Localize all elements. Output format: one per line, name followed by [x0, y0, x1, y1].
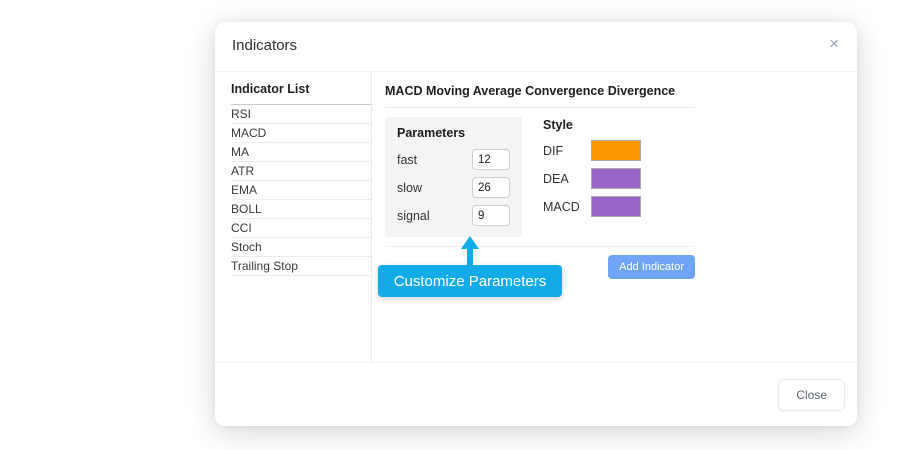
- modal-footer: Close: [215, 362, 857, 426]
- settings-row: Parameters fast slow signal: [385, 117, 857, 237]
- sidebar-item-ma[interactable]: MA: [231, 143, 371, 162]
- close-button[interactable]: Close: [778, 378, 845, 411]
- parameters-panel: Parameters fast slow signal: [385, 117, 522, 237]
- style-row-dif: DIF: [543, 140, 641, 161]
- callout-label: Customize Parameters: [378, 265, 562, 297]
- sidebar-item-ema[interactable]: EMA: [231, 181, 371, 200]
- slow-input[interactable]: [472, 177, 510, 198]
- sidebar-item-stoch[interactable]: Stoch: [231, 238, 371, 257]
- modal-body: Indicator List RSI MACD MA ATR EMA BOLL …: [215, 72, 857, 362]
- indicators-modal: Indicators × Indicator List RSI MACD MA …: [215, 22, 857, 426]
- sidebar-item-atr[interactable]: ATR: [231, 162, 371, 181]
- style-title: Style: [543, 118, 573, 132]
- close-icon[interactable]: ×: [829, 34, 839, 53]
- indicator-heading: MACD Moving Average Convergence Divergen…: [385, 84, 695, 108]
- section-divider: [385, 246, 695, 247]
- dea-label: DEA: [543, 171, 569, 186]
- slow-label: slow: [397, 180, 423, 195]
- style-row-dea: DEA: [543, 168, 641, 189]
- dif-label: DIF: [543, 143, 564, 158]
- style-row-macd: MACD: [543, 196, 641, 217]
- fast-label: fast: [397, 152, 418, 167]
- indicator-sidebar: Indicator List RSI MACD MA ATR EMA BOLL …: [215, 72, 372, 362]
- indicator-list: RSI MACD MA ATR EMA BOLL CCI Stoch Trail…: [231, 105, 371, 276]
- dea-color-swatch[interactable]: [591, 168, 641, 189]
- callout-arrow-icon: [461, 236, 479, 249]
- signal-label: signal: [397, 208, 430, 223]
- param-row-fast: fast: [397, 149, 510, 170]
- fast-input[interactable]: [472, 149, 510, 170]
- sidebar-item-macd[interactable]: MACD: [231, 124, 371, 143]
- macd-label: MACD: [543, 199, 580, 214]
- param-row-slow: slow: [397, 177, 510, 198]
- modal-title: Indicators: [232, 37, 298, 54]
- sidebar-header: Indicator List: [231, 72, 371, 105]
- add-indicator-row: Add Indicator: [385, 255, 695, 279]
- dif-color-swatch[interactable]: [591, 140, 641, 161]
- sidebar-item-trailing-stop[interactable]: Trailing Stop: [231, 257, 371, 276]
- sidebar-item-cci[interactable]: CCI: [231, 219, 371, 238]
- parameters-title: Parameters: [397, 126, 466, 140]
- style-panel: Style DIF DEA MACD: [543, 117, 641, 237]
- main-content: MACD Moving Average Convergence Divergen…: [372, 72, 857, 362]
- sidebar-item-rsi[interactable]: RSI: [231, 105, 371, 124]
- customize-parameters-callout: Customize Parameters: [378, 236, 562, 297]
- add-indicator-button[interactable]: Add Indicator: [608, 255, 695, 279]
- modal-header: Indicators ×: [215, 22, 857, 72]
- macd-color-swatch[interactable]: [591, 196, 641, 217]
- sidebar-item-boll[interactable]: BOLL: [231, 200, 371, 219]
- signal-input[interactable]: [472, 205, 510, 226]
- param-row-signal: signal: [397, 205, 510, 226]
- callout-arrow-stem: [467, 249, 473, 265]
